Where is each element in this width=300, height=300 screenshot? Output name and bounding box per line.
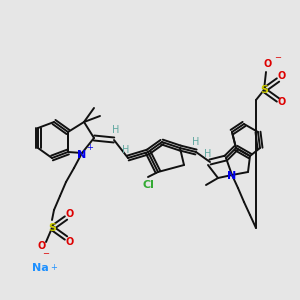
Text: S: S [48, 223, 56, 233]
Text: H: H [192, 137, 200, 147]
Text: −: − [43, 250, 50, 259]
Text: H: H [112, 125, 120, 135]
Text: N: N [227, 171, 237, 181]
Text: N: N [77, 150, 87, 160]
Text: −: − [274, 53, 281, 62]
Text: Cl: Cl [142, 180, 154, 190]
Text: O: O [66, 209, 74, 219]
Text: H: H [204, 149, 212, 159]
Text: O: O [264, 59, 272, 69]
Text: H: H [122, 145, 130, 155]
Text: O: O [278, 97, 286, 107]
Text: S: S [260, 85, 268, 95]
Text: O: O [278, 71, 286, 81]
Text: O: O [38, 241, 46, 251]
Text: Na: Na [32, 263, 48, 273]
Text: +: + [51, 263, 57, 272]
Text: +: + [87, 143, 93, 152]
Text: O: O [66, 237, 74, 247]
